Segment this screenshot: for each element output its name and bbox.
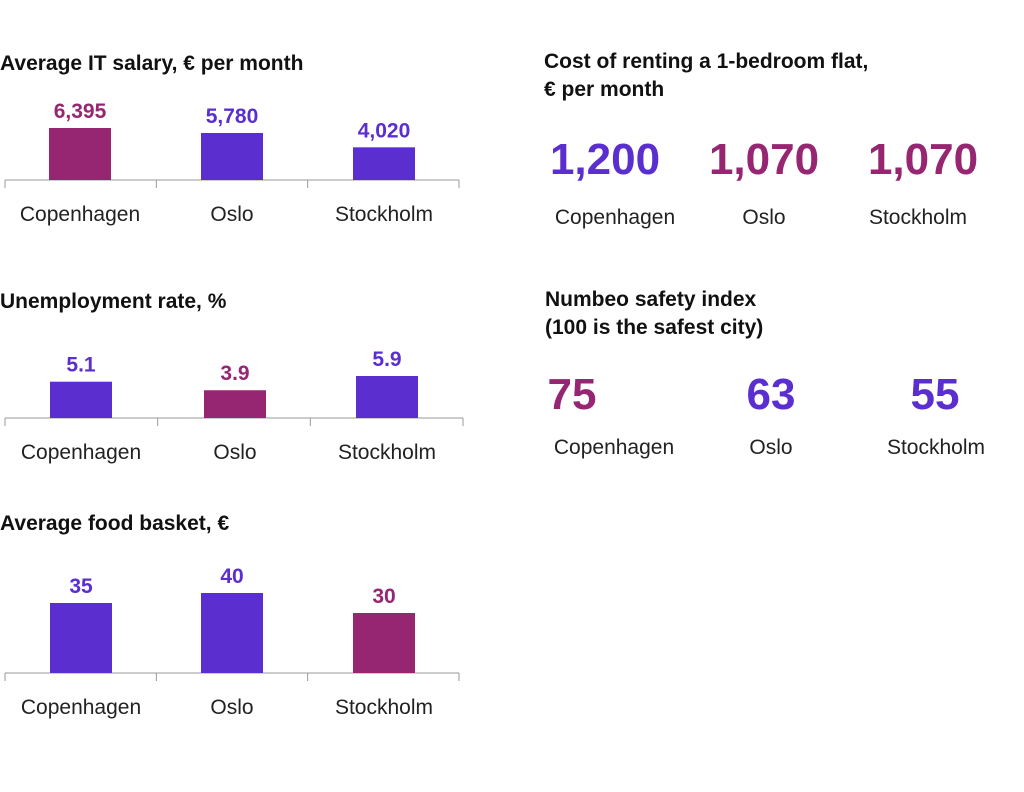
bar-value-label: 5.9: [372, 348, 401, 371]
unemployment-chart-title: Unemployment rate, %: [0, 290, 227, 313]
safety-panel: Numbeo safety index (100 is the safest c…: [545, 286, 1015, 486]
unemployment-chart: Unemployment rate, % 5.1 Copenhagen 3.9 Osl…: [0, 288, 470, 478]
safety-value-stockholm: 55: [910, 370, 960, 419]
bar-stockholm: [356, 376, 418, 418]
unemployment-chart-plot: 5.1 Copenhagen 3.9 Oslo 5.9 Stockholm: [4, 348, 464, 464]
bar-copenhagen: [50, 603, 112, 673]
bar-value-label: 4,020: [358, 119, 411, 142]
category-label: Stockholm: [335, 696, 433, 719]
salary-chart-plot: 6,395 Copenhagen 5,780 Oslo 4,020 Stockholm: [4, 100, 460, 226]
bar-value-label: 5,780: [206, 105, 259, 128]
rent-label-copenhagen: Copenhagen: [554, 206, 676, 229]
food-basket-chart: Average food basket, € 35 Copenhagen 40 Osl…: [0, 510, 470, 730]
food-basket-chart-title: Average food basket, €: [0, 512, 230, 535]
safety-value-copenhagen: 75: [547, 370, 597, 419]
rent-label-stockholm: Stockholm: [868, 206, 968, 229]
category-label: Oslo: [210, 203, 253, 226]
safety-panel-title: Numbeo safety index (100 is the safest c…: [545, 288, 764, 339]
bar-stockholm: [353, 147, 415, 180]
bar-value-label: 6,395: [54, 100, 107, 123]
bar-value-label: 5.1: [66, 354, 96, 377]
salary-chart: Average IT salary, € per month 6,395 Cope…: [0, 50, 470, 240]
food-basket-chart-plot: 35 Copenhagen 40 Oslo 30 Stockholm: [4, 565, 460, 719]
bar-stockholm: [353, 613, 415, 673]
rent-value-copenhagen: 1,200: [549, 135, 661, 184]
category-label: Copenhagen: [21, 696, 141, 719]
rent-value-stockholm: 1,070: [867, 135, 979, 184]
bar-copenhagen: [49, 128, 111, 180]
bar-oslo: [204, 390, 266, 418]
category-label: Oslo: [213, 441, 256, 464]
bar-value-label: 40: [220, 565, 243, 588]
bar-oslo: [201, 593, 263, 673]
bar-oslo: [201, 133, 263, 180]
category-label: Copenhagen: [21, 441, 141, 464]
category-label: Copenhagen: [20, 203, 140, 226]
rent-panel: Cost of renting a 1-bedroom flat, € per …: [544, 48, 1014, 248]
rent-panel-title: Cost of renting a 1-bedroom flat, € per …: [544, 50, 869, 101]
rent-value-oslo: 1,070: [708, 135, 820, 184]
safety-value-oslo: 63: [746, 370, 796, 419]
category-label: Stockholm: [338, 441, 436, 464]
category-label: Oslo: [210, 696, 253, 719]
bar-value-label: 30: [372, 585, 395, 608]
category-label: Stockholm: [335, 203, 433, 226]
rent-label-oslo: Oslo: [742, 206, 786, 229]
bar-value-label: 35: [69, 575, 93, 598]
safety-label-stockholm: Stockholm: [886, 436, 986, 459]
bar-value-label: 3.9: [220, 362, 249, 385]
safety-label-copenhagen: Copenhagen: [553, 436, 675, 459]
salary-chart-title: Average IT salary, € per month: [0, 52, 304, 75]
bar-copenhagen: [50, 381, 112, 418]
safety-label-oslo: Oslo: [749, 436, 793, 459]
